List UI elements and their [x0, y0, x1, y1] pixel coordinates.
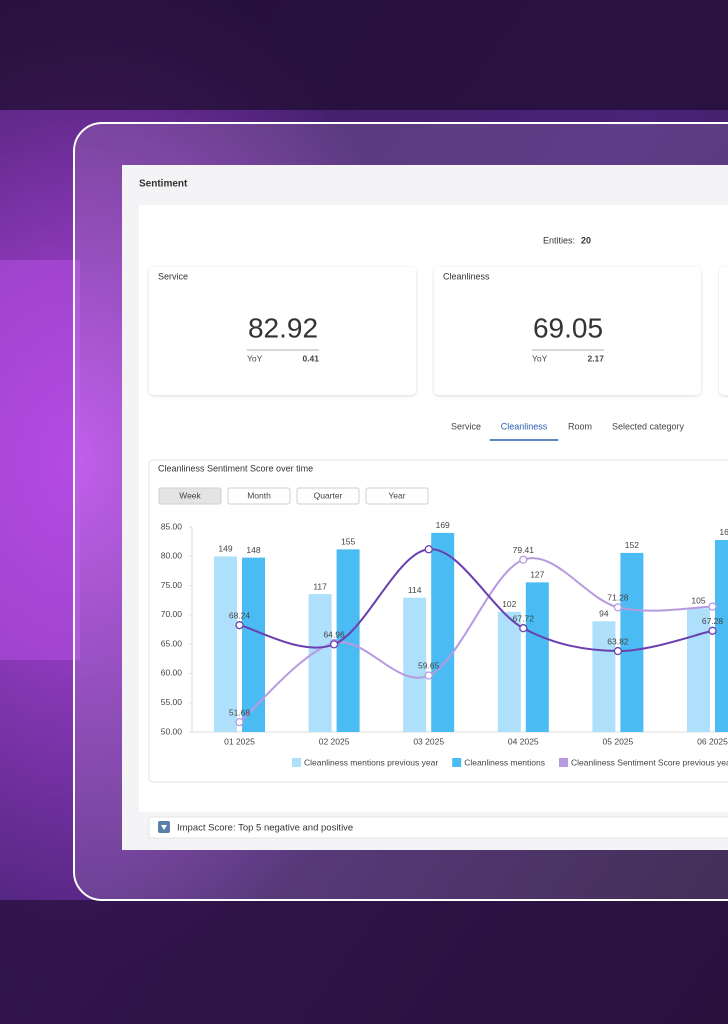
bar [403, 597, 427, 732]
legend-label: Cleanliness Sentiment Score previous yea… [571, 757, 728, 767]
card-title: Service [158, 271, 188, 281]
card [434, 267, 701, 395]
line-value-label: 79.41 [513, 545, 535, 555]
bar [620, 552, 644, 732]
line-point [519, 624, 528, 633]
x-tick-label: 05 2025 [603, 736, 634, 746]
period-button-label[interactable]: Quarter [314, 490, 343, 500]
bar-value-label: 169 [436, 520, 450, 530]
card [149, 267, 416, 395]
line-point [519, 555, 528, 564]
bar [687, 608, 710, 732]
bar-value-label: 105 [691, 596, 705, 606]
y-tick-label: 75.00 [161, 580, 183, 590]
period-button[interactable] [296, 487, 360, 505]
impact-bar [148, 816, 728, 839]
ceiling [0, 0, 728, 110]
bar-value-label: 155 [341, 537, 355, 547]
x-tick-label: 02 2025 [319, 736, 350, 746]
card-yoy-label: YoY [532, 353, 548, 363]
x-tick-label: 06 2025 [697, 736, 728, 746]
period-button[interactable] [158, 487, 222, 505]
bar [525, 582, 549, 732]
card-title: Cleanliness [443, 271, 490, 281]
x-tick-label: 01 2025 [224, 736, 255, 746]
bar-value-label: 149 [218, 544, 232, 554]
tab[interactable]: Service [451, 421, 481, 431]
x-tick-label: 03 2025 [413, 736, 444, 746]
line-value-label: 71.28 [607, 593, 629, 603]
card [719, 267, 728, 395]
bar [715, 539, 728, 732]
line-value-label: 67.28 [702, 616, 724, 626]
line-point [613, 603, 623, 612]
bar [308, 594, 332, 732]
line-point [329, 640, 339, 649]
line-value-label: 59.65 [418, 661, 440, 671]
bar-value-label: 163 [719, 527, 728, 537]
tab[interactable]: Selected category [612, 421, 685, 431]
bar [242, 557, 265, 732]
bar-value-label: 127 [530, 570, 544, 580]
bar-value-label: 114 [408, 585, 422, 595]
line-point [424, 545, 433, 554]
entities-label: Entities: [543, 235, 575, 245]
legend-label: Cleanliness mentions previous year [304, 757, 438, 767]
legend-label: Cleanliness mentions [464, 757, 545, 767]
page-title: Sentiment [139, 179, 188, 190]
bar-value-label: 117 [313, 581, 327, 591]
legend-swatch [452, 758, 462, 767]
card-yoy-value: 0.41 [302, 353, 319, 363]
y-tick-label: 65.00 [161, 638, 183, 648]
line-value-label: 67.72 [513, 613, 535, 623]
line-value-label: 68.24 [229, 610, 251, 620]
impact-title: Impact Score: Top 5 negative and positiv… [177, 823, 353, 834]
floor [0, 900, 728, 1024]
line-point [235, 718, 244, 727]
x-tick-label: 04 2025 [508, 736, 539, 746]
y-tick-label: 70.00 [161, 609, 183, 619]
chart-title: Cleanliness Sentiment Score over time [158, 463, 313, 473]
line-point [235, 621, 244, 630]
bar [497, 611, 521, 732]
bar-value-label: 152 [625, 540, 639, 550]
y-tick-label: 80.00 [161, 551, 183, 561]
period-button[interactable] [365, 487, 429, 505]
period-button[interactable] [227, 487, 291, 505]
card-yoy-value: 2.17 [587, 353, 604, 363]
line-point [424, 671, 433, 680]
wall-light [0, 260, 80, 660]
bar-value-label: 148 [246, 545, 260, 555]
line-value-label: 63.82 [607, 636, 629, 646]
legend-swatch [292, 758, 301, 767]
y-tick-label: 55.00 [161, 697, 183, 707]
bar [431, 532, 455, 732]
line-point [708, 602, 717, 611]
bar [214, 556, 237, 732]
expand-arrow [161, 825, 167, 830]
line-value-label: 51.68 [229, 707, 251, 717]
card-value: 69.05 [533, 312, 603, 343]
period-button-label[interactable]: Year [388, 490, 405, 500]
bar-value-label: 102 [502, 599, 516, 609]
line-point [613, 646, 623, 656]
y-tick-label: 60.00 [161, 668, 183, 678]
y-tick-label: 85.00 [161, 521, 183, 531]
y-tick-label: 50.00 [161, 726, 183, 736]
period-button-label[interactable]: Week [179, 490, 201, 500]
entities-value: 20 [581, 235, 591, 245]
line-point [708, 626, 717, 635]
card-yoy-label: YoY [247, 353, 263, 363]
legend-swatch [558, 758, 568, 767]
bar [336, 549, 360, 732]
card-value: 82.92 [248, 312, 318, 343]
bar-value-label: 94 [599, 609, 609, 619]
bar [592, 621, 616, 732]
line-value-label: 64.96 [323, 630, 345, 640]
period-button-label[interactable]: Month [247, 490, 271, 500]
tab[interactable]: Cleanliness [501, 421, 548, 431]
tab[interactable]: Room [568, 421, 592, 431]
